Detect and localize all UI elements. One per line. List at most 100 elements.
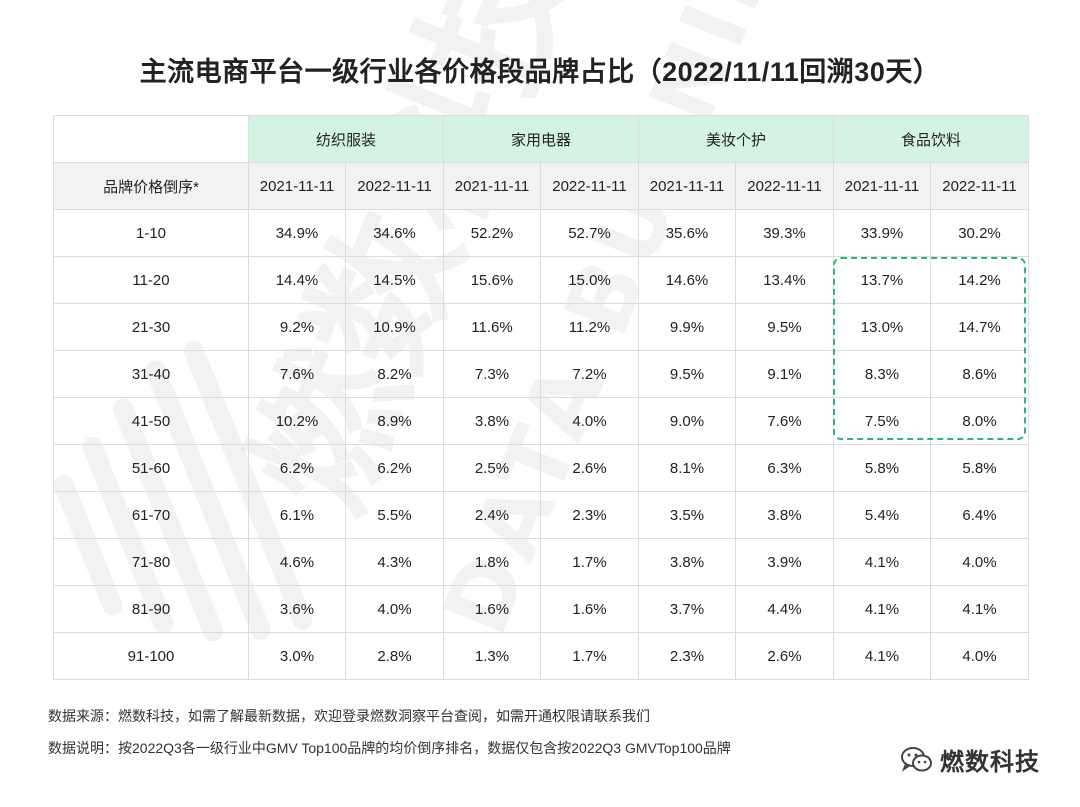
row-label: 71-80: [53, 538, 249, 586]
value-cell: 52.2%: [443, 209, 541, 257]
value-cell: 4.1%: [833, 538, 931, 586]
value-cell: 5.8%: [833, 444, 931, 492]
table-row: 21-30 9.2% 10.9% 11.6% 11.2% 9.9% 9.5% 13.0% 14.…: [53, 303, 1029, 351]
value-cell: 8.3%: [833, 350, 931, 398]
value-cell: 8.9%: [345, 397, 444, 445]
value-cell: 9.5%: [638, 350, 736, 398]
value-cell: 3.7%: [638, 585, 736, 633]
value-cell: 9.2%: [248, 303, 346, 351]
value-cell: 1.6%: [443, 585, 541, 633]
value-cell: 7.2%: [540, 350, 639, 398]
value-cell: 52.7%: [540, 209, 639, 257]
period-header: 2022-11-11: [540, 162, 639, 210]
value-cell: 6.4%: [930, 491, 1029, 539]
value-cell: 5.8%: [930, 444, 1029, 492]
group-header-beauty: 美妆个护: [638, 115, 834, 163]
period-header: 2021-11-11: [248, 162, 346, 210]
data-explain-note: 数据说明：按2022Q3各一级行业中GMV Top100品牌的均价倒序排名，数据…: [48, 740, 731, 756]
value-cell: 6.2%: [248, 444, 346, 492]
value-cell: 10.2%: [248, 397, 346, 445]
table-row: 1-10 34.9% 34.6% 52.2% 52.7% 35.6% 39.3% 33.9% 3…: [53, 209, 1029, 257]
value-cell: 3.0%: [248, 632, 346, 680]
value-cell: 34.6%: [345, 209, 444, 257]
table-row: 41-50 10.2% 8.9% 3.8% 4.0% 9.0% 7.6% 7.5% 8.0%: [53, 397, 1029, 445]
value-cell: 4.6%: [248, 538, 346, 586]
value-cell: 2.4%: [443, 491, 541, 539]
table-row: 31-40 7.6% 8.2% 7.3% 7.2% 9.5% 9.1% 8.3% 8.6%: [53, 350, 1029, 398]
table-row: 91-100 3.0% 2.8% 1.3% 1.7% 2.3% 2.6% 4.1% 4.0%: [53, 632, 1029, 680]
value-cell: 7.6%: [248, 350, 346, 398]
value-cell: 9.1%: [735, 350, 834, 398]
value-cell: 1.8%: [443, 538, 541, 586]
period-header: 2022-11-11: [345, 162, 444, 210]
value-cell: 7.6%: [735, 397, 834, 445]
value-cell: 9.5%: [735, 303, 834, 351]
value-cell: 4.0%: [930, 538, 1029, 586]
value-cell: 4.1%: [930, 585, 1029, 633]
wechat-icon: [901, 746, 932, 772]
value-cell: 11.6%: [443, 303, 541, 351]
period-header: 2022-11-11: [735, 162, 834, 210]
row-header-label: 品牌价格倒序*: [53, 162, 249, 210]
value-cell: 1.7%: [540, 538, 639, 586]
row-label: 21-30: [53, 303, 249, 351]
value-cell: 4.0%: [345, 585, 444, 633]
value-cell: 9.9%: [638, 303, 736, 351]
value-cell: 2.3%: [638, 632, 736, 680]
brand-logo: 燃数科技: [900, 742, 1040, 777]
period-header: 2021-11-11: [638, 162, 736, 210]
logo-text: 燃数科技: [940, 749, 1040, 776]
value-cell: 14.6%: [638, 256, 736, 304]
row-label: 31-40: [53, 350, 249, 398]
value-cell: 2.6%: [540, 444, 639, 492]
value-cell: 13.0%: [833, 303, 931, 351]
value-cell: 3.9%: [735, 538, 834, 586]
row-label: 91-100: [53, 632, 249, 680]
period-header: 2021-11-11: [833, 162, 931, 210]
value-cell: 8.2%: [345, 350, 444, 398]
value-cell: 3.8%: [735, 491, 834, 539]
row-label: 1-10: [53, 209, 249, 257]
row-label: 61-70: [53, 491, 249, 539]
group-header-food: 食品饮料: [833, 115, 1029, 163]
row-label: 11-20: [53, 256, 249, 304]
value-cell: 11.2%: [540, 303, 639, 351]
value-cell: 8.1%: [638, 444, 736, 492]
value-cell: 13.7%: [833, 256, 931, 304]
value-cell: 7.3%: [443, 350, 541, 398]
period-header-row: 品牌价格倒序* 2021-11-11 2022-11-11 2021-11-11…: [53, 162, 1029, 210]
value-cell: 15.6%: [443, 256, 541, 304]
period-header: 2022-11-11: [930, 162, 1029, 210]
value-cell: 8.6%: [930, 350, 1029, 398]
value-cell: 14.5%: [345, 256, 444, 304]
value-cell: 6.1%: [248, 491, 346, 539]
value-cell: 10.9%: [345, 303, 444, 351]
value-cell: 3.6%: [248, 585, 346, 633]
value-cell: 2.6%: [735, 632, 834, 680]
value-cell: 1.3%: [443, 632, 541, 680]
value-cell: 15.0%: [540, 256, 639, 304]
value-cell: 2.5%: [443, 444, 541, 492]
value-cell: 3.8%: [443, 397, 541, 445]
period-header: 2021-11-11: [443, 162, 541, 210]
value-cell: 5.4%: [833, 491, 931, 539]
group-header-textile: 纺织服装: [248, 115, 444, 163]
table-row: 51-60 6.2% 6.2% 2.5% 2.6% 8.1% 6.3% 5.8% 5.8%: [53, 444, 1029, 492]
data-table: 纺织服装 家用电器 美妆个护 食品饮料 品牌价格倒序* 2021-11-11 2…: [53, 115, 1029, 680]
value-cell: 4.0%: [540, 397, 639, 445]
row-label: 81-90: [53, 585, 249, 633]
value-cell: 4.4%: [735, 585, 834, 633]
table-body: 纺织服装 家用电器 美妆个护 食品饮料 品牌价格倒序* 2021-11-11 2…: [53, 115, 1029, 680]
table-row: 11-20 14.4% 14.5% 15.6% 15.0% 14.6% 13.4% 13.7%…: [53, 256, 1029, 304]
value-cell: 14.4%: [248, 256, 346, 304]
group-header-appliance: 家用电器: [443, 115, 639, 163]
value-cell: 14.2%: [930, 256, 1029, 304]
value-cell: 30.2%: [930, 209, 1029, 257]
value-cell: 4.1%: [833, 632, 931, 680]
value-cell: 3.5%: [638, 491, 736, 539]
group-header-row: 纺织服装 家用电器 美妆个护 食品饮料: [53, 115, 1029, 163]
value-cell: 1.7%: [540, 632, 639, 680]
value-cell: 8.0%: [930, 397, 1029, 445]
value-cell: 34.9%: [248, 209, 346, 257]
value-cell: 6.3%: [735, 444, 834, 492]
